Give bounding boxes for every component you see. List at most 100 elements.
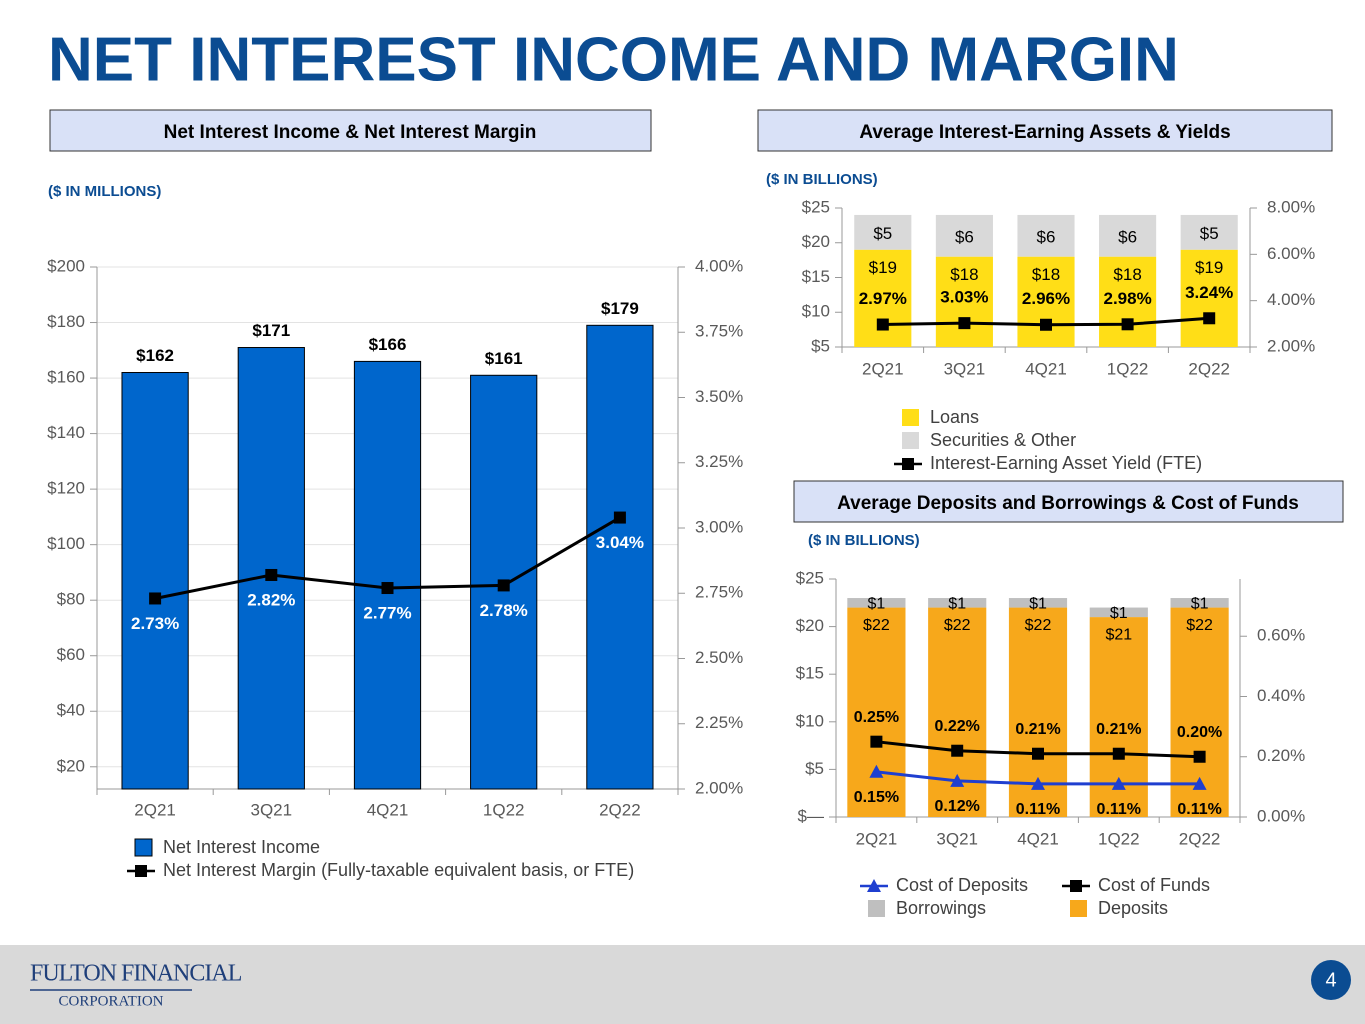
y-tick-label: $25	[796, 568, 824, 587]
chart-title-box	[49, 109, 652, 152]
chart-title: Average Deposits and Borrowings & Cost o…	[837, 493, 1299, 514]
line-marker	[1193, 750, 1206, 763]
y2-tick-label: 0.60%	[1257, 626, 1305, 645]
line-marker	[869, 764, 884, 778]
logo-sub: CORPORATION	[58, 993, 163, 1009]
line-marker	[1111, 776, 1126, 790]
value-label: $18	[1113, 265, 1141, 284]
chart-subtitle: ($ IN MILLIONS)	[48, 183, 161, 200]
value-label: 0.11%	[1016, 801, 1060, 818]
y-tick-label: $5	[805, 759, 824, 778]
bar	[1180, 214, 1238, 250]
y-tick-label: $160	[47, 368, 85, 387]
x-tick-label: 3Q21	[251, 800, 293, 819]
legend-label: Borrowings	[896, 898, 986, 918]
y2-tick-label: 3.75%	[695, 322, 743, 341]
value-label: 0.21%	[1015, 721, 1060, 738]
value-label: 2.78%	[480, 601, 528, 620]
y-tick-label: $—	[798, 806, 824, 825]
legend-marker	[1070, 880, 1082, 892]
value-label: $22	[1186, 617, 1213, 634]
value-label: $21	[1105, 626, 1132, 643]
line-marker	[149, 592, 162, 605]
legend-label: Net Interest Margin (Fully-taxable equiv…	[163, 860, 634, 880]
y-tick-label: $25	[802, 197, 830, 216]
line-marker	[613, 511, 626, 524]
y2-tick-label: 3.25%	[695, 452, 743, 471]
x-tick-label: 4Q21	[1017, 829, 1059, 848]
x-tick-label: 2Q22	[599, 800, 641, 819]
value-label: 0.15%	[854, 789, 899, 806]
bar	[1099, 214, 1157, 257]
bar	[928, 598, 987, 608]
y-tick-label: $20	[802, 232, 830, 251]
value-label: $22	[863, 617, 890, 634]
value-label: $1	[1191, 595, 1209, 612]
y2-tick-label: 4.00%	[1267, 290, 1315, 309]
value-label: 3.24%	[1185, 283, 1233, 302]
legend-marker	[135, 865, 147, 877]
value-label: $19	[1195, 258, 1223, 277]
x-tick-label: 3Q21	[944, 359, 986, 378]
line-marker	[951, 744, 964, 757]
y-tick-label: $100	[47, 534, 85, 553]
bar	[586, 324, 654, 790]
y-tick-label: $20	[57, 756, 85, 775]
chart-title-box	[757, 109, 1333, 152]
y2-tick-label: 2.00%	[1267, 336, 1315, 355]
x-tick-label: 1Q22	[1107, 359, 1149, 378]
bar	[847, 607, 906, 817]
bar	[353, 360, 422, 790]
line-marker	[1121, 318, 1134, 331]
value-label: 0.25%	[854, 709, 899, 726]
page-badge	[1311, 960, 1351, 1000]
value-label: 3.03%	[940, 288, 988, 307]
x-tick-label: 3Q21	[936, 829, 978, 848]
y-tick-label: $80	[57, 590, 85, 609]
value-label: $166	[369, 335, 407, 354]
legend-label: Securities & Other	[930, 430, 1076, 450]
y-tick-label: $60	[57, 645, 85, 664]
y-tick-label: $10	[802, 302, 830, 321]
legend-label: Cost of Funds	[1098, 875, 1210, 895]
x-tick-label: 2Q21	[856, 829, 898, 848]
chart-subtitle: ($ IN BILLIONS)	[766, 171, 878, 188]
y2-tick-label: 4.00%	[695, 256, 743, 275]
value-label: $22	[944, 617, 971, 634]
y2-tick-label: 3.50%	[695, 387, 743, 406]
x-tick-label: 2Q22	[1188, 359, 1230, 378]
bar	[935, 214, 993, 257]
bar	[1170, 598, 1229, 608]
bar	[854, 249, 912, 347]
line-marker	[265, 568, 278, 581]
value-label: 0.11%	[1097, 801, 1141, 818]
y2-tick-label: 8.00%	[1267, 197, 1315, 216]
x-tick-label: 2Q21	[134, 800, 176, 819]
line-marker	[1192, 776, 1207, 790]
line-marker	[870, 735, 883, 748]
y2-tick-label: 6.00%	[1267, 244, 1315, 263]
value-label: 0.22%	[935, 718, 980, 735]
value-label: $5	[873, 224, 892, 243]
value-label: $1	[1029, 595, 1047, 612]
legend-swatch	[134, 838, 153, 857]
line-marker	[958, 317, 971, 330]
value-label: $1	[1110, 605, 1128, 622]
value-label: 0.11%	[1177, 801, 1221, 818]
x-tick-label: 4Q21	[1025, 359, 1067, 378]
x-tick-label: 1Q22	[1098, 829, 1140, 848]
line-marker	[876, 318, 889, 331]
legend-label: Loans	[930, 407, 979, 427]
value-label: $5	[1200, 224, 1219, 243]
footer-band	[0, 945, 1365, 1024]
bar	[1017, 256, 1075, 347]
legend-label: Cost of Deposits	[896, 875, 1028, 895]
value-label: 0.12%	[935, 798, 980, 815]
value-label: $6	[1037, 227, 1056, 246]
chart-subtitle: ($ IN BILLIONS)	[808, 532, 920, 549]
value-label: $171	[252, 321, 290, 340]
value-label: 0.20%	[1177, 724, 1222, 741]
bar	[1180, 249, 1238, 347]
value-label: $179	[601, 299, 639, 318]
line-marker	[1203, 312, 1216, 325]
